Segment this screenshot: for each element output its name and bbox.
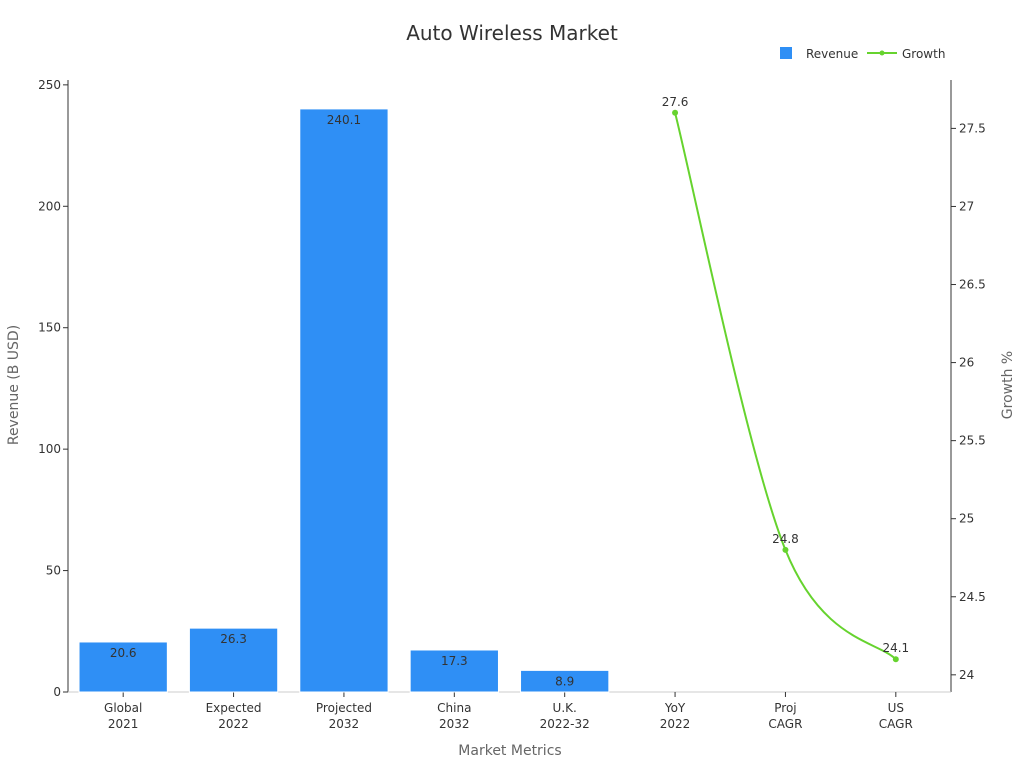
revenue-bar	[520, 669, 610, 693]
revenue-bar-label: 26.3	[220, 632, 247, 646]
x-tick-label: U.K. 2022-32	[540, 701, 590, 731]
revenue-bar	[78, 641, 168, 693]
axes: 0 50 100 150 200 250 24 24.5 25 25.5 26 26.5 27 27.5 G…	[38, 78, 986, 731]
y-right-tick-label: 26	[959, 356, 974, 370]
y-right-tick-label: 24.5	[959, 590, 986, 604]
growth-point-label: 27.6	[662, 95, 689, 109]
legend-revenue-swatch	[780, 47, 792, 59]
y-left-tick-label: 0	[53, 685, 61, 699]
x-tick-label: Global 2021	[104, 701, 142, 731]
y-right-tick-label: 27	[959, 199, 974, 213]
revenue-bar	[299, 108, 389, 693]
legend: Revenue Growth	[780, 47, 945, 61]
legend-growth-marker	[879, 50, 885, 56]
growth-point-label: 24.1	[882, 641, 909, 655]
revenue-bar-label: 20.6	[110, 646, 137, 660]
bar-series	[78, 108, 610, 693]
revenue-bar	[188, 627, 279, 693]
x-tick-label: Proj CAGR	[768, 701, 802, 731]
line-series	[672, 109, 899, 663]
growth-line-path	[674, 112, 897, 660]
legend-revenue-label: Revenue	[806, 47, 858, 61]
x-axis-title: Market Metrics	[458, 743, 561, 759]
revenue-bar	[409, 649, 499, 693]
x-tick-label: US CAGR	[879, 701, 913, 731]
chart-title: Auto Wireless Market	[406, 21, 618, 45]
growth-point	[892, 656, 899, 663]
x-tick-label: Projected 2032	[316, 701, 372, 731]
y-right-tick-label: 27.5	[959, 121, 986, 135]
x-tick-label: YoY 2022	[660, 701, 691, 731]
y-left-axis-title: Revenue (B USD)	[6, 325, 22, 445]
y-right-tick-label: 25	[959, 512, 974, 526]
y-right-tick-label: 26.5	[959, 278, 986, 292]
x-tick-label: China 2032	[437, 701, 471, 731]
y-left-tick-label: 150	[38, 321, 61, 335]
legend-growth-label: Growth	[902, 47, 945, 61]
y-left-tick-label: 50	[46, 564, 61, 578]
y-right-tick-label: 24	[959, 668, 974, 682]
x-tick-label: Expected 2022	[206, 701, 262, 731]
y-left-tick-label: 250	[38, 78, 61, 92]
data-labels: 20.6 26.3 240.1 17.3 8.9 27.6 24.8 24.1	[110, 95, 909, 689]
growth-point	[782, 546, 789, 553]
y-left-tick-label: 100	[38, 442, 61, 456]
revenue-bar-label: 8.9	[555, 674, 574, 688]
revenue-bar-label: 240.1	[327, 113, 361, 127]
growth-point-label: 24.8	[772, 532, 799, 546]
y-right-tick-label: 25.5	[959, 434, 986, 448]
growth-point	[672, 109, 679, 116]
revenue-bar-label: 17.3	[441, 654, 468, 668]
y-right-axis-title: Growth %	[1000, 351, 1016, 419]
y-left-tick-label: 200	[38, 199, 61, 213]
